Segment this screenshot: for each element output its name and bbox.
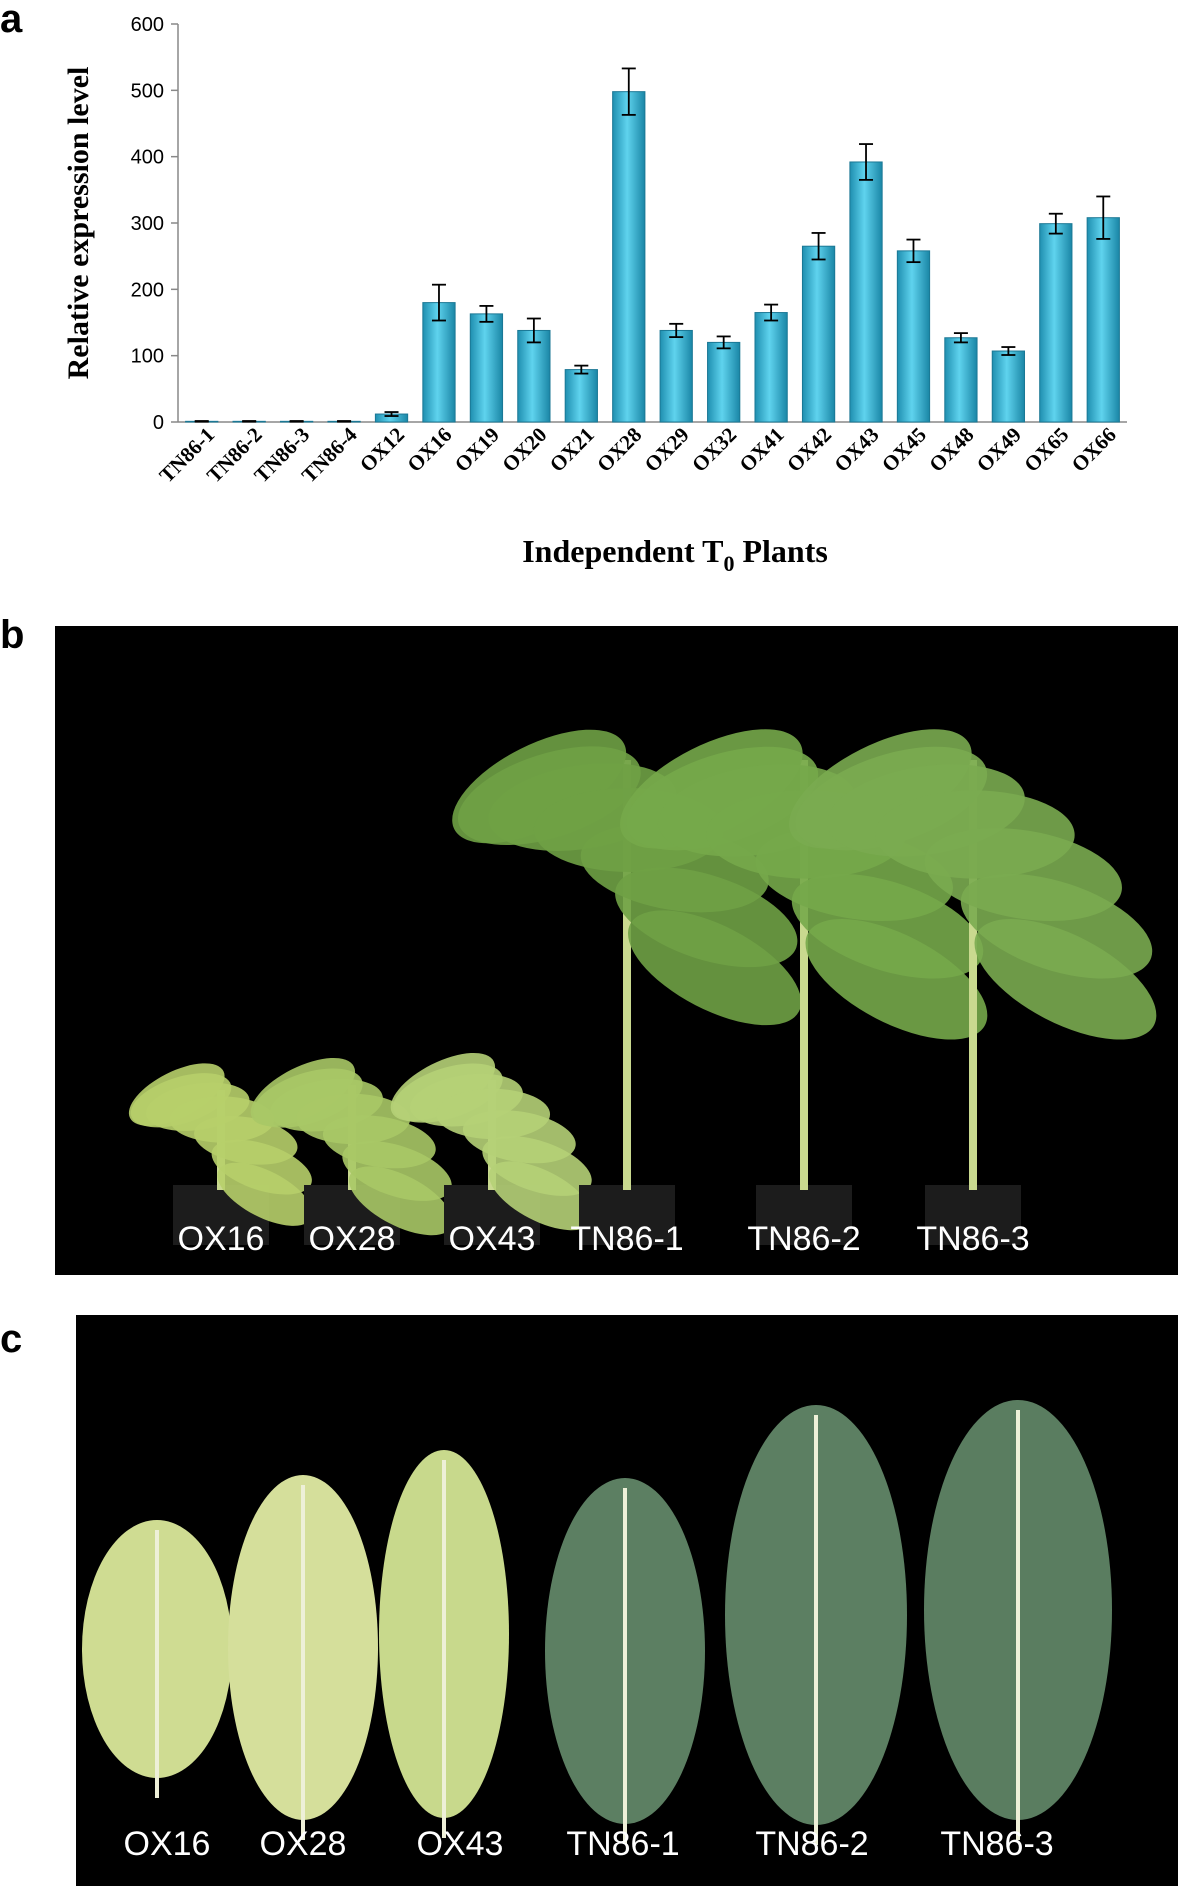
bar	[849, 161, 883, 423]
x-tick-label: OX12	[355, 423, 409, 477]
error-bar	[431, 283, 446, 322]
error-bar	[337, 420, 352, 423]
bar	[469, 313, 504, 423]
leaf	[805, 919, 988, 1040]
plant-label: OX28	[309, 1220, 396, 1258]
leaf	[348, 1166, 453, 1236]
panel-letter: b	[0, 613, 24, 657]
bar	[801, 245, 836, 423]
x-tick-label: OX20	[497, 423, 551, 477]
error-bar	[194, 420, 209, 423]
leaf	[628, 910, 802, 1026]
y-axis-label: Relative expression level	[62, 67, 95, 380]
x-tick-label: OX43	[829, 423, 883, 477]
x-tick-label: OX66	[1067, 423, 1121, 477]
x-tick-label: OX21	[545, 423, 599, 477]
x-axis-label: Independent T0 Plants	[522, 533, 828, 576]
pot	[756, 1185, 852, 1245]
leaf-label: TN86-1	[566, 1825, 679, 1863]
x-tick-label: OX16	[402, 423, 456, 477]
y-tick-label: 300	[131, 213, 164, 235]
bar	[517, 329, 551, 423]
y-tick-label: 0	[153, 412, 164, 434]
bar	[754, 312, 788, 423]
bar	[944, 337, 978, 423]
x-label-text: Plants	[742, 533, 827, 569]
leaf	[974, 919, 1157, 1040]
error-bar	[289, 420, 304, 423]
error-bar	[859, 143, 874, 181]
bar	[612, 91, 646, 423]
y-tick-label: 200	[131, 279, 164, 301]
y-tick-label: 400	[131, 147, 164, 169]
leaves: OX16 OX28 OX43 TN86-1 TN86-2 TN86-3	[82, 1400, 1112, 1863]
error-bar	[574, 364, 589, 375]
bar	[564, 369, 598, 423]
plant-label: TN86-1	[570, 1220, 683, 1258]
plant-label: TN86-3	[916, 1220, 1029, 1258]
leaf-label: OX16	[124, 1825, 211, 1863]
x-label-subscript: 0	[723, 551, 734, 576]
error-bar	[384, 411, 399, 417]
bar	[896, 250, 931, 423]
error-bar	[953, 332, 968, 344]
x-tick-label: OX41	[735, 423, 789, 477]
plant-label: OX43	[449, 1220, 536, 1258]
error-bar	[716, 335, 731, 350]
bar	[1086, 217, 1120, 423]
bar	[707, 341, 741, 423]
y-tick-label: 500	[131, 80, 164, 102]
error-bar	[1096, 195, 1111, 240]
error-bar	[1001, 346, 1016, 356]
x-tick-label: OX32	[687, 423, 741, 477]
x-tick-label: OX48	[924, 423, 978, 477]
x-tick-label: OX29	[640, 423, 694, 477]
y-tick-label: 600	[131, 14, 164, 36]
error-bar	[526, 317, 541, 344]
leaf-label: TN86-3	[940, 1825, 1053, 1863]
pot	[579, 1185, 675, 1245]
leaf-label: OX43	[417, 1825, 504, 1863]
bar	[1039, 223, 1073, 423]
y-tick-label: 100	[131, 346, 164, 368]
panel-letter: a	[0, 0, 23, 41]
plant-label: OX16	[178, 1220, 265, 1258]
error-bar	[479, 305, 494, 323]
x-tick-label: OX19	[450, 423, 504, 477]
x-tick-label: OX65	[1019, 423, 1073, 477]
error-bar	[669, 322, 684, 338]
error-bar	[242, 420, 257, 423]
bar	[422, 302, 456, 423]
x-label-text: Independent T	[522, 533, 723, 569]
bar	[659, 329, 693, 423]
leaf-label: OX28	[260, 1825, 347, 1863]
leaf	[488, 1161, 593, 1231]
x-tick-label: OX45	[877, 423, 931, 477]
error-bar	[906, 238, 921, 264]
panel-letter: c	[0, 1317, 22, 1361]
plant-label: TN86-2	[747, 1220, 860, 1258]
leaf-label: TN86-2	[755, 1825, 868, 1863]
error-bar	[764, 303, 779, 322]
x-tick-label: OX28	[592, 423, 646, 477]
error-bar	[811, 232, 826, 261]
plants: OX16 OX28 OX43 TN86-1 TN86-2 TN86-3	[128, 729, 1157, 1258]
error-bar	[1048, 212, 1063, 235]
bar	[991, 350, 1026, 423]
pot	[925, 1185, 1021, 1245]
error-bar	[621, 67, 636, 116]
leaf	[217, 1162, 313, 1226]
x-tick-label: OX42	[782, 423, 836, 477]
x-tick-label: OX49	[972, 423, 1026, 477]
